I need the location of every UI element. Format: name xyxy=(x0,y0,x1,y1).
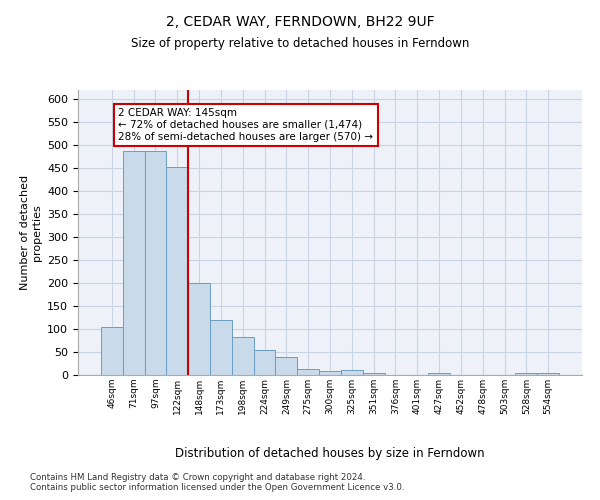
Bar xyxy=(188,283,210,375)
Bar xyxy=(515,372,537,375)
Text: Contains HM Land Registry data © Crown copyright and database right 2024.: Contains HM Land Registry data © Crown c… xyxy=(30,472,365,482)
Y-axis label: Number of detached
properties: Number of detached properties xyxy=(20,175,41,290)
Bar xyxy=(101,326,123,375)
Bar xyxy=(210,320,232,375)
Bar xyxy=(341,370,363,375)
Text: 2 CEDAR WAY: 145sqm
← 72% of detached houses are smaller (1,474)
28% of semi-det: 2 CEDAR WAY: 145sqm ← 72% of detached ho… xyxy=(118,108,373,142)
Text: Size of property relative to detached houses in Ferndown: Size of property relative to detached ho… xyxy=(131,38,469,51)
Bar xyxy=(428,372,450,375)
Bar xyxy=(166,167,188,375)
Bar xyxy=(145,151,166,375)
Bar xyxy=(363,373,385,375)
Bar xyxy=(297,368,319,375)
Bar xyxy=(232,337,254,375)
Bar xyxy=(123,151,145,375)
Text: Contains public sector information licensed under the Open Government Licence v3: Contains public sector information licen… xyxy=(30,484,404,492)
Text: 2, CEDAR WAY, FERNDOWN, BH22 9UF: 2, CEDAR WAY, FERNDOWN, BH22 9UF xyxy=(166,15,434,29)
Bar xyxy=(254,350,275,375)
Bar xyxy=(537,372,559,375)
Bar xyxy=(319,371,341,375)
Bar xyxy=(275,356,297,375)
Text: Distribution of detached houses by size in Ferndown: Distribution of detached houses by size … xyxy=(175,448,485,460)
